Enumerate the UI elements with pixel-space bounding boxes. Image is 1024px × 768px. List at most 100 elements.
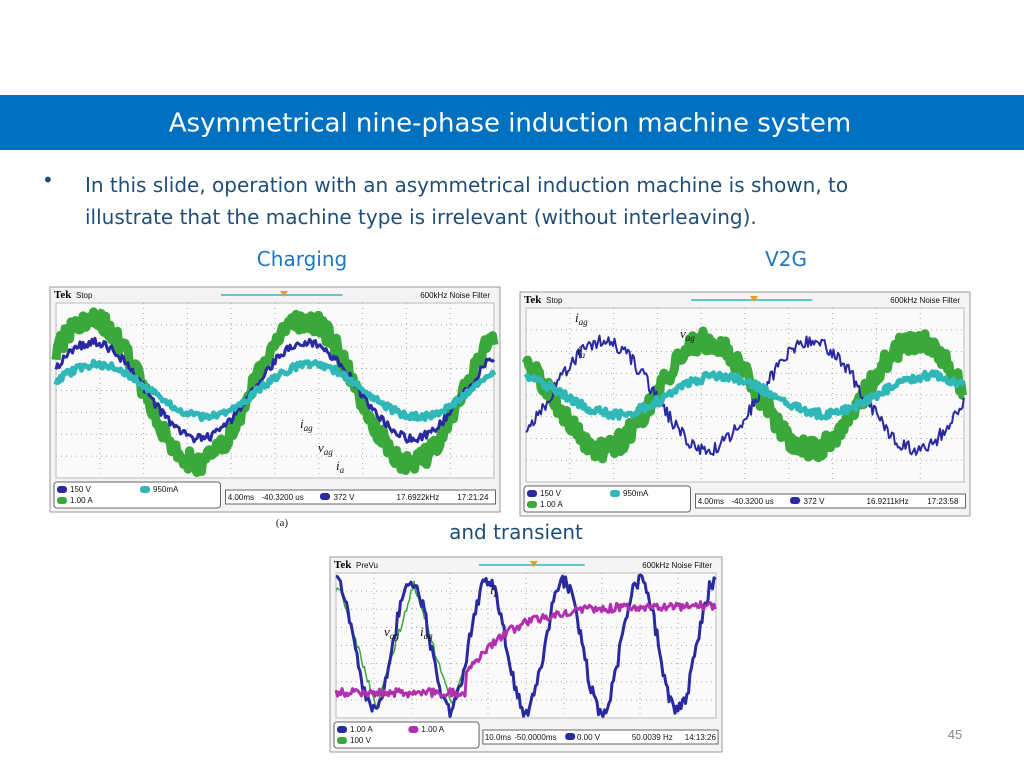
bullet-line: illustrate that the machine type is irre… xyxy=(85,205,757,229)
waveform xyxy=(335,580,466,710)
readout: 16.9211kHz xyxy=(867,497,909,506)
channel-badge xyxy=(790,497,800,504)
channel-badge xyxy=(337,737,347,744)
trigger-marker xyxy=(529,561,538,567)
waveform xyxy=(334,600,717,699)
label: V2G xyxy=(765,247,807,271)
scope-filter: 600kHz Noise Filter xyxy=(420,291,490,300)
readout: 1.00 A xyxy=(421,725,444,734)
trigger-marker xyxy=(750,296,758,302)
scope-filter: 600kHz Noise Filter xyxy=(642,561,712,570)
signal-sub: ag xyxy=(390,631,400,641)
readout: 10.0ms xyxy=(485,733,511,742)
signal-label: iag xyxy=(420,624,433,641)
title-bar xyxy=(0,95,1024,150)
readout: 1.00 A xyxy=(70,496,93,505)
bullet-mark: • xyxy=(42,168,54,192)
readout: 1.00 A xyxy=(350,725,373,734)
signal-base: i xyxy=(575,310,579,325)
readout: 17.6922kHz xyxy=(397,493,440,502)
channel-badge xyxy=(527,501,537,508)
bullet-line: In this slide, operation with an asymmet… xyxy=(85,173,848,197)
signal-base: i xyxy=(336,458,340,473)
readout: 150 V xyxy=(70,485,92,494)
signal-label: vag xyxy=(318,440,333,457)
signal-label: ia xyxy=(577,343,586,360)
label: Charging xyxy=(257,247,347,271)
signal-sub: a xyxy=(581,350,586,360)
readout: 950mA xyxy=(623,489,649,498)
readout: 372 V xyxy=(334,493,356,502)
signal-base: i xyxy=(490,582,494,597)
scope-filter: 600kHz Noise Filter xyxy=(890,296,960,305)
readout: 50.0039 Hz xyxy=(632,733,673,742)
signal-sub: ag xyxy=(424,631,434,641)
status-box xyxy=(523,485,691,513)
readout: 4.00ms xyxy=(698,497,724,506)
waveform xyxy=(53,358,497,423)
signal-sub: ag xyxy=(579,317,589,327)
signal-sub: L xyxy=(493,589,499,599)
signal-base: v xyxy=(680,326,686,341)
status-box xyxy=(333,721,480,749)
signal-sub: ag xyxy=(324,447,334,457)
readout: 14:13:26 xyxy=(685,733,717,742)
signal-label: iL xyxy=(490,582,499,599)
signal-sub: ag xyxy=(686,333,696,343)
caption: (a) xyxy=(276,517,289,529)
channel-badge xyxy=(408,726,419,733)
waveform xyxy=(525,334,965,456)
readout: 150 V xyxy=(540,489,562,498)
scope-mode: PreVu xyxy=(356,561,378,570)
waveform xyxy=(54,336,496,444)
channel-badge xyxy=(565,733,576,740)
signal-label: iag xyxy=(300,416,313,433)
readout: 1.00 A xyxy=(540,500,563,509)
scope-mode: Stop xyxy=(76,291,93,300)
signal-label: iag xyxy=(575,310,588,327)
trigger-marker xyxy=(280,291,288,297)
waveform xyxy=(521,326,967,464)
label: and transient xyxy=(449,520,583,544)
scope-brand: Tek xyxy=(524,294,542,306)
readout: -40.3200 us xyxy=(732,497,774,506)
signal-label: ia xyxy=(336,458,345,475)
readout: 372 V xyxy=(804,497,826,506)
status-box xyxy=(225,489,496,505)
status-box xyxy=(53,481,221,509)
page-number: 45 xyxy=(948,727,962,742)
readout: 17:23:58 xyxy=(927,497,959,506)
readout: 0.00 V xyxy=(577,733,601,742)
signal-base: i xyxy=(577,343,581,358)
status-box xyxy=(695,493,966,509)
scope-mode: Stop xyxy=(546,296,563,305)
signal-label: vag xyxy=(680,326,695,343)
readout: 17:21:24 xyxy=(457,493,489,502)
channel-badge xyxy=(337,726,347,733)
channel-badge xyxy=(320,493,330,500)
readout: -40.3200 us xyxy=(262,493,304,502)
scope-brand: Tek xyxy=(54,289,72,301)
waveform xyxy=(523,369,966,421)
signal-base: i xyxy=(420,624,424,639)
signal-base: v xyxy=(384,624,390,639)
channel-badge xyxy=(140,486,150,493)
channel-badge xyxy=(610,490,620,497)
signal-base: i xyxy=(300,416,304,431)
readout: -50.0000ms xyxy=(514,733,556,742)
signal-base: v xyxy=(318,440,324,455)
readout: 4.00ms xyxy=(228,493,254,502)
channel-badge xyxy=(57,486,67,493)
title: Asymmetrical nine-phase induction machin… xyxy=(169,109,852,139)
scope-brand: Tek xyxy=(334,559,352,571)
readout: 100 V xyxy=(350,736,372,745)
channel-badge xyxy=(527,490,537,497)
signal-sub: a xyxy=(340,465,345,475)
signal-label: vag xyxy=(384,624,399,641)
channel-badge xyxy=(57,497,67,504)
signal-sub: ag xyxy=(304,423,314,433)
